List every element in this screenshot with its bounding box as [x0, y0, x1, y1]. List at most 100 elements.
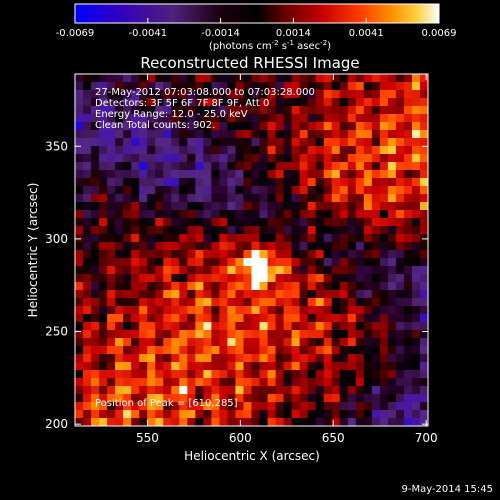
- heatmap-cell: [115, 370, 124, 379]
- heatmap-cell: [99, 178, 108, 187]
- heatmap-cell: [363, 314, 373, 323]
- heatmap-cell: [235, 346, 245, 355]
- heatmap-cell: [419, 346, 428, 355]
- heatmap-cell: [179, 154, 188, 163]
- heatmap-cell: [251, 298, 261, 307]
- heatmap-cell: [363, 130, 373, 139]
- heatmap-cell: [251, 410, 261, 419]
- heatmap-cell: [307, 194, 317, 203]
- heatmap-cell: [195, 338, 204, 347]
- heatmap-cell: [291, 122, 301, 131]
- heatmap-cell: [323, 362, 333, 371]
- heatmap-cell: [347, 114, 357, 123]
- heatmap-cell: [291, 218, 301, 227]
- heatmap-cell: [203, 338, 212, 347]
- heatmap-cell: [179, 386, 188, 395]
- heatmap-cell: [371, 394, 381, 403]
- heatmap-cell: [179, 282, 188, 291]
- heatmap-cell: [355, 290, 365, 299]
- heatmap-cell: [171, 282, 180, 291]
- heatmap-cell: [131, 202, 140, 211]
- heatmap-cell: [355, 74, 365, 83]
- heatmap-cell: [171, 130, 180, 139]
- heatmap-cell: [267, 322, 277, 331]
- heatmap-cell: [187, 362, 196, 371]
- heatmap-cell: [251, 146, 261, 155]
- heatmap-cell: [371, 218, 381, 227]
- heatmap-cell: [315, 378, 325, 387]
- heatmap-cell: [275, 202, 285, 211]
- heatmap-cell: [283, 138, 293, 147]
- heatmap-cell: [75, 146, 84, 155]
- heatmap-cell: [83, 162, 92, 171]
- heatmap-cell: [83, 114, 92, 123]
- heatmap-cell: [243, 354, 253, 363]
- heatmap-cell: [211, 106, 221, 115]
- heatmap-cell: [411, 386, 421, 395]
- heatmap-cell: [107, 370, 116, 379]
- heatmap-cell: [379, 242, 389, 251]
- heatmap-cell: [123, 186, 132, 195]
- heatmap-cell: [147, 282, 156, 291]
- heatmap-cell: [339, 418, 349, 426]
- heatmap-cell: [387, 394, 397, 403]
- heatmap-cell: [259, 274, 269, 283]
- heatmap-cell: [211, 298, 221, 307]
- heatmap-cell: [203, 402, 212, 411]
- heatmap-cell: [131, 170, 140, 179]
- heatmap-cell: [339, 234, 349, 243]
- heatmap-cell: [235, 290, 245, 299]
- heatmap-cell: [235, 418, 245, 426]
- heatmap-cell: [363, 194, 373, 203]
- heatmap-cell: [99, 362, 108, 371]
- heatmap-cell: [379, 410, 389, 419]
- heatmap-cell: [267, 194, 277, 203]
- heatmap-cell: [283, 362, 293, 371]
- heatmap-cell: [395, 266, 405, 275]
- heatmap-cell: [243, 114, 253, 123]
- heatmap-cell: [227, 242, 237, 251]
- heatmap-cell: [211, 330, 221, 339]
- heatmap-cell: [171, 322, 180, 331]
- heatmap-cell: [323, 138, 333, 147]
- heatmap-cell: [171, 90, 180, 99]
- heatmap-cell: [243, 386, 253, 395]
- heatmap-cell: [187, 322, 196, 331]
- heatmap-cell: [267, 378, 277, 387]
- heatmap-cell: [211, 370, 221, 379]
- heatmap-cell: [379, 90, 389, 99]
- heatmap-cell: [243, 274, 253, 283]
- heatmap-cell: [243, 130, 253, 139]
- heatmap-cell: [179, 226, 188, 235]
- heatmap-cell: [91, 298, 100, 307]
- heatmap-cell: [363, 162, 373, 171]
- heatmap-cell: [139, 370, 148, 379]
- heatmap-cell: [171, 338, 180, 347]
- heatmap-cell: [203, 146, 212, 155]
- heatmap-cell: [75, 330, 84, 339]
- heatmap-cell: [275, 138, 285, 147]
- heatmap-cell: [403, 82, 413, 91]
- heatmap-cell: [267, 330, 277, 339]
- heatmap-cell: [243, 402, 253, 411]
- heatmap-cell: [163, 98, 172, 107]
- heatmap-cell: [291, 242, 301, 251]
- heatmap-cell: [219, 130, 229, 139]
- heatmap-cell: [75, 362, 84, 371]
- heatmap-cell: [251, 338, 261, 347]
- heatmap-cell: [163, 82, 172, 91]
- heatmap-cell: [379, 282, 389, 291]
- heatmap-cell: [235, 194, 245, 203]
- heatmap-cell: [291, 114, 301, 123]
- heatmap-cell: [131, 330, 140, 339]
- heatmap-cell: [379, 226, 389, 235]
- heatmap-cell: [299, 154, 309, 163]
- heatmap-cell: [235, 146, 245, 155]
- heatmap-cell: [387, 138, 397, 147]
- heatmap-cell: [371, 418, 381, 426]
- heatmap-cell: [371, 322, 381, 331]
- heatmap-cell: [107, 138, 116, 147]
- heatmap-cell: [227, 250, 237, 259]
- heatmap-cell: [379, 322, 389, 331]
- heatmap-cell: [131, 90, 140, 99]
